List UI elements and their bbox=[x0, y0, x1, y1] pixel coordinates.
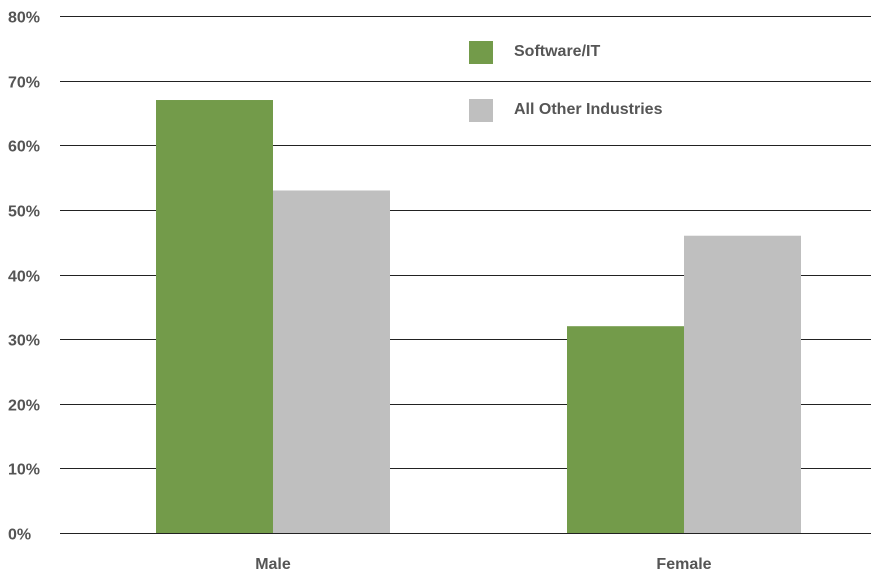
y-tick-label: 80% bbox=[8, 10, 40, 27]
x-tick-label-female: Female bbox=[656, 556, 711, 573]
y-tick-label: 10% bbox=[8, 462, 40, 479]
y-tick-label: 20% bbox=[8, 398, 40, 415]
legend-swatch-all-other-industries bbox=[469, 99, 493, 122]
y-tick-label: 70% bbox=[8, 75, 40, 92]
legend-swatch-software-it bbox=[469, 41, 493, 64]
y-axis-ticks: 0% 10% 20% 30% 40% 50% 60% 70% 80% bbox=[8, 10, 40, 544]
legend: Software/IT All Other Industries bbox=[469, 41, 663, 122]
legend-label-software-it: Software/IT bbox=[514, 43, 600, 60]
y-tick-label: 40% bbox=[8, 269, 40, 286]
x-axis-ticks: Male Female bbox=[255, 556, 711, 573]
legend-label-all-other-industries: All Other Industries bbox=[514, 101, 663, 118]
y-tick-label: 30% bbox=[8, 333, 40, 350]
y-tick-label: 0% bbox=[8, 527, 31, 544]
y-tick-label: 50% bbox=[8, 204, 40, 221]
bar-female-all-other-industries bbox=[684, 235, 801, 533]
bar-female-software-it bbox=[567, 326, 684, 533]
bar-male-all-other-industries bbox=[273, 190, 390, 534]
bars-layer bbox=[156, 100, 801, 534]
bar-male-software-it bbox=[156, 100, 273, 533]
x-tick-label-male: Male bbox=[255, 556, 291, 573]
y-tick-label: 60% bbox=[8, 139, 40, 156]
